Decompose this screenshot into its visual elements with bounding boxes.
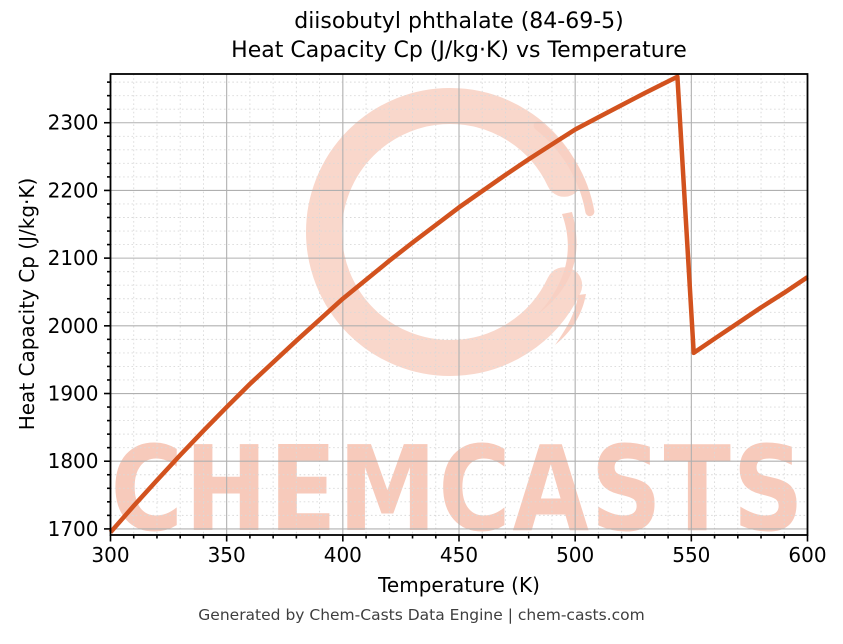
tick-labels: 300 350 400 450 500 550 600 1700 1800 1900 2000 210… (48, 111, 827, 567)
y-tick-label: 1700 (48, 517, 99, 541)
x-axis-label: Temperature (K) (378, 573, 540, 597)
chemcasts-text-watermark: CHEMCASTS (111, 420, 806, 558)
chart-title: diisobutyl phthalate (84-69-5) Heat Capa… (110, 7, 808, 65)
x-tick-label: 300 (91, 543, 129, 567)
footer-credit: Generated by Chem-Casts Data Engine | ch… (198, 606, 645, 624)
chemcasts-logo-watermark (306, 88, 597, 381)
axis-ticks (104, 81, 809, 542)
x-tick-label: 350 (208, 543, 246, 567)
chart-title-line1: diisobutyl phthalate (84-69-5) (294, 9, 624, 34)
x-tick-label: 600 (788, 543, 826, 567)
cp-curve-line (108, 74, 809, 534)
y-tick-label: 2300 (48, 111, 99, 135)
y-tick-label: 1800 (48, 449, 99, 473)
y-tick-label: 2000 (48, 314, 99, 338)
x-tick-label: 400 (324, 543, 362, 567)
x-tick-label: 550 (672, 543, 710, 567)
y-tick-label: 2200 (48, 178, 99, 202)
y-tick-label: 2100 (48, 246, 99, 270)
chart-title-line2: Heat Capacity Cp (J/kg·K) vs Temperature (231, 38, 687, 63)
x-tick-label: 500 (556, 543, 594, 567)
x-tick-label: 450 (440, 543, 478, 567)
y-tick-label: 1900 (48, 382, 99, 406)
